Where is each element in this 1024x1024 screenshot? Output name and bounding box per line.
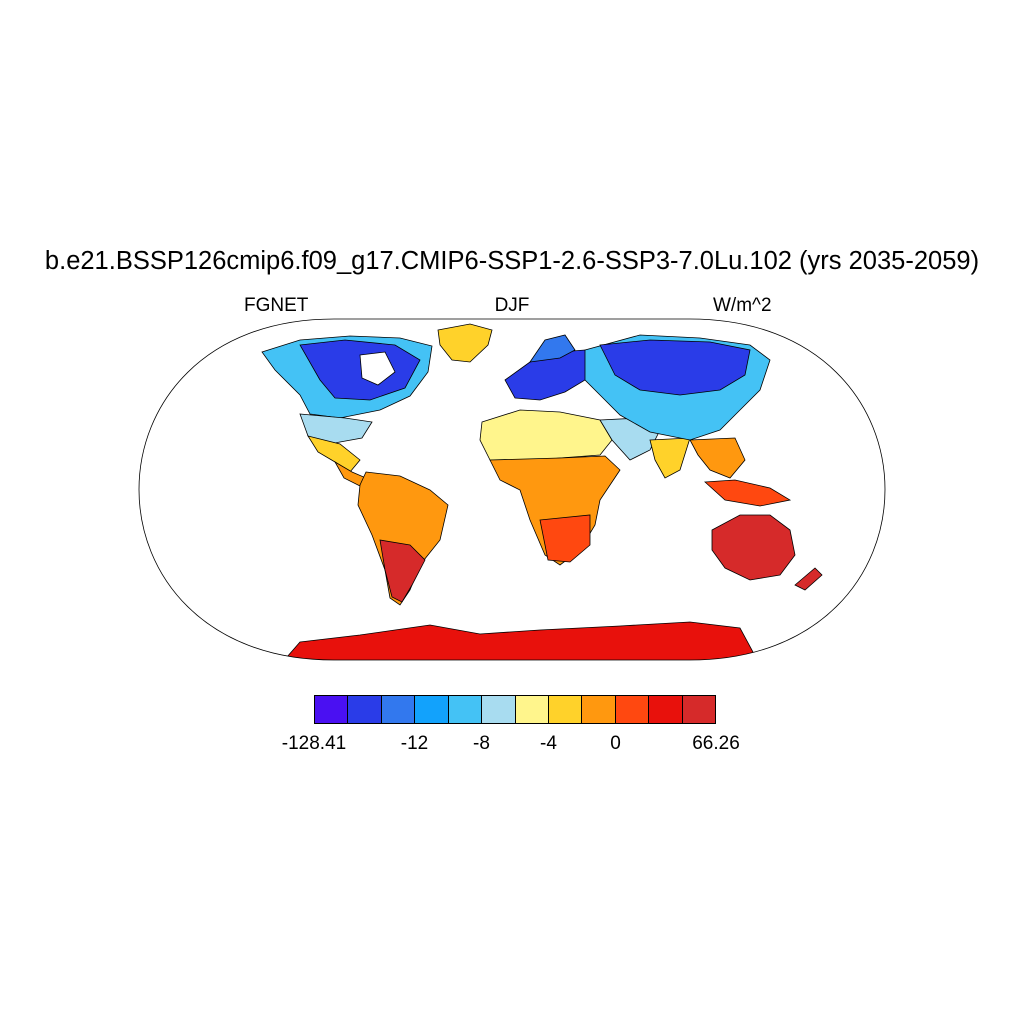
colorbar-box xyxy=(582,696,616,723)
units-label: W/m^2 xyxy=(713,295,772,316)
region-southeast-asia xyxy=(689,437,746,479)
colorbar-label: -4 xyxy=(540,733,557,754)
season-label: DJF xyxy=(494,295,530,316)
colorbar xyxy=(314,695,716,724)
region-south-america-south xyxy=(379,539,426,603)
colorbar-label: 66.26 xyxy=(692,733,740,754)
colorbar-box xyxy=(448,696,483,723)
variable-label: FGNET xyxy=(244,295,309,316)
colorbar-box xyxy=(381,696,416,723)
colorbar-box xyxy=(415,696,449,723)
colorbar-box xyxy=(515,696,549,723)
region-siberia xyxy=(599,339,751,396)
colorbar-label: -8 xyxy=(473,733,490,754)
region-africa-north xyxy=(479,409,613,463)
colorbar-box xyxy=(548,696,583,723)
colorbar-box xyxy=(615,696,650,723)
region-africa-south xyxy=(539,514,591,563)
colorbar-box xyxy=(682,696,716,723)
map-title: b.e21.BSSP126cmip6.f09_g17.CMIP6-SSP1-2.… xyxy=(44,247,980,275)
region-hudson-bay xyxy=(359,351,396,386)
region-new-zealand xyxy=(794,567,823,591)
colorbar-box xyxy=(482,696,516,723)
colorbar-box xyxy=(315,696,349,723)
region-antarctica xyxy=(279,621,761,660)
colorbar-label: -128.41 xyxy=(281,733,347,754)
colorbar-box xyxy=(348,696,382,723)
colorbar-label: -12 xyxy=(400,733,429,754)
region-scandinavia xyxy=(529,334,576,363)
colorbar-label: 0 xyxy=(610,733,621,754)
region-australia xyxy=(711,514,796,581)
region-greenland xyxy=(437,323,493,363)
region-indonesia xyxy=(704,479,792,507)
region-canada-core xyxy=(299,339,421,401)
colorbar-box xyxy=(649,696,683,723)
map-boundary xyxy=(138,318,886,661)
